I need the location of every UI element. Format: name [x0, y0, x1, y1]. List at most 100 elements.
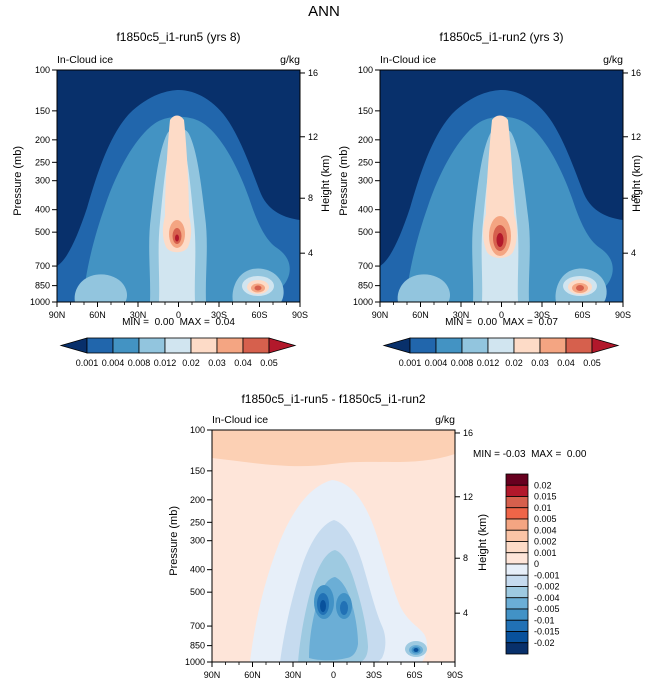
height-tick-label: 12: [308, 132, 318, 142]
colorbar-label: -0.01: [534, 615, 555, 625]
contour-level-0.02: [162, 115, 192, 253]
panel-diff-units-label: g/kg: [435, 414, 455, 426]
lat-tick-label: 90N: [49, 310, 66, 320]
colorbar-segment: [565, 337, 593, 354]
colorbar-label: 0.004: [425, 358, 448, 368]
pressure-tick-label: 250: [358, 157, 373, 167]
lat-tick-label: 60N: [89, 310, 106, 320]
pressure-tick-label: 700: [358, 261, 373, 271]
colorbar-label: 0.05: [260, 358, 278, 368]
colorbar-segment: [409, 337, 437, 354]
lat-tick-label: 30S: [366, 670, 382, 680]
colorbar-label: -0.015: [534, 627, 560, 637]
pressure-tick-label: 500: [35, 227, 50, 237]
lat-tick-label: 30S: [534, 310, 550, 320]
colorbar-label: 0.012: [154, 358, 177, 368]
colorbar-run5: 0.001 0.004 0.008 0.012 0.02 0.03 0.04 0.05: [59, 337, 297, 368]
colorbar-segment: [505, 529, 529, 542]
colorbar-label: 0.001: [399, 358, 422, 368]
pressure-tick-label: 100: [35, 65, 50, 75]
height-tick-label: 8: [631, 193, 636, 203]
contour-level-0.008-nh: [397, 274, 450, 302]
figure-title: ANN: [308, 3, 340, 20]
colorbar-label: -0.001: [534, 570, 560, 580]
pressure-tick-label: 500: [190, 587, 205, 597]
colorbar-run2: 0.001 0.004 0.008 0.012 0.02 0.03 0.04 0.05: [382, 337, 620, 368]
lat-tick-label: 60N: [244, 670, 261, 680]
panel-run2-height-axis-label: Height (km): [631, 155, 643, 212]
colorbar-segment: [382, 337, 411, 354]
panel-diff-height-axis-label: Height (km): [477, 514, 489, 571]
pressure-tick-label: 1000: [185, 657, 205, 667]
contour-level-0.04-sh: [576, 285, 584, 291]
contour-level-0.008-nh: [74, 274, 127, 302]
lat-tick-label: 30N: [453, 310, 470, 320]
pressure-tick-label: 850: [358, 281, 373, 291]
contour-plot-run5: 100 150 200 250 300 400 500 700 850 1000 16 12 8 4 90N…: [30, 65, 318, 320]
colorbar-label: 0.001: [76, 358, 99, 368]
lat-tick-label: 0: [176, 310, 181, 320]
colorbar-segment: [505, 541, 529, 554]
panel-run5-minmax-stats: MIN = 0.00 MAX = 0.04: [122, 317, 235, 328]
pressure-tick-label: 400: [190, 565, 205, 575]
pressure-tick-label: 1000: [30, 297, 50, 307]
panel-diff-title: f1850c5_i1-run5 - f1850c5_i1-run2: [241, 392, 426, 406]
colorbar-segment: [505, 563, 529, 576]
colorbar-label: -0.004: [534, 593, 560, 603]
contour-level-0.04-sh: [254, 285, 262, 291]
contour-level--0.02-sh: [413, 648, 419, 652]
colorbar-segment: [112, 337, 140, 354]
colorbar-segment: [505, 586, 529, 599]
colorbar-segment: [461, 337, 489, 354]
pressure-tick-label: 150: [35, 106, 50, 116]
pressure-tick-label: 100: [358, 65, 373, 75]
lat-tick-label: 60S: [251, 310, 267, 320]
panel-run2-pressure-axis-label: Pressure (mb): [338, 146, 350, 216]
height-tick-label: 12: [631, 132, 641, 142]
colorbar-label: 0.03: [208, 358, 226, 368]
colorbar-segment: [505, 597, 529, 610]
lat-tick-label: 90S: [447, 670, 463, 680]
panel-run2-units-label: g/kg: [603, 54, 623, 66]
pressure-tick-label: 300: [35, 176, 50, 186]
colorbar-segment: [505, 473, 529, 486]
colorbar-label: 0.001: [534, 548, 557, 558]
pressure-tick-label: 700: [190, 621, 205, 631]
height-tick-label: 12: [463, 492, 473, 502]
contour-level-0.05: [496, 233, 504, 247]
colorbar-label: 0.012: [477, 358, 500, 368]
lat-tick-label: 0: [499, 310, 504, 320]
panel-run2-minmax-stats: MIN = 0.00 MAX = 0.07: [445, 317, 558, 328]
colorbar-label: 0.004: [534, 525, 557, 535]
colorbar-segment: [242, 337, 270, 354]
height-tick-label: 8: [308, 193, 313, 203]
contour-level--0.015b: [340, 601, 348, 615]
colorbar-label: 0.04: [557, 358, 575, 368]
colorbar-segment: [505, 642, 529, 655]
pressure-tick-label: 300: [358, 176, 373, 186]
contour-level--0.02: [320, 600, 326, 612]
height-tick-label: 8: [463, 553, 468, 563]
colorbar-label: -0.002: [534, 582, 560, 592]
colorbar-label: -0.005: [534, 604, 560, 614]
panel-diff-pressure-axis-label: Pressure (mb): [168, 506, 180, 576]
height-tick-label: 16: [308, 68, 318, 78]
contour-level-0.05: [175, 234, 179, 242]
panel-run5-units-label: g/kg: [280, 54, 300, 66]
colorbar-segment: [505, 631, 529, 644]
panel-run5-title: f1850c5_i1-run5 (yrs 8): [116, 30, 241, 44]
pressure-tick-label: 500: [358, 227, 373, 237]
lat-tick-label: 60S: [574, 310, 590, 320]
colorbar-label: 0.015: [534, 492, 557, 502]
colorbar-segment: [591, 337, 620, 354]
panel-run2-variable-label: In-Cloud ice: [380, 54, 437, 66]
colorbar-label: 0.02: [534, 480, 552, 490]
colorbar-label: 0.02: [505, 358, 523, 368]
colorbar-label: 0.008: [128, 358, 151, 368]
colorbar-segment: [505, 552, 529, 565]
colorbar-segment: [505, 574, 529, 587]
pressure-tick-label: 200: [358, 135, 373, 145]
height-tick-label: 16: [463, 428, 473, 438]
colorbar-label: -0.02: [534, 638, 555, 648]
